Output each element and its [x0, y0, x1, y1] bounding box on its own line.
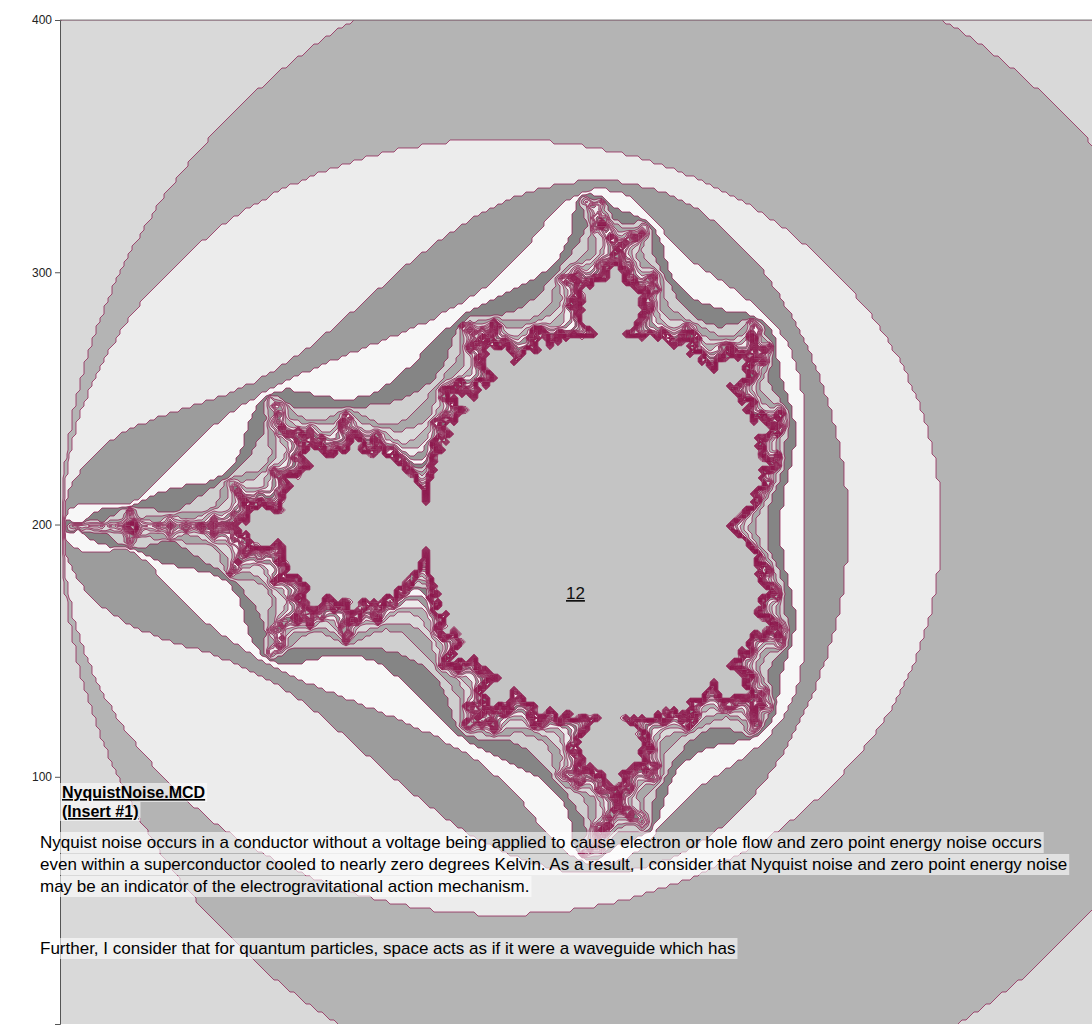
paragraph: Nyquist noise occurs in a conductor with… — [40, 833, 1042, 852]
contour-band — [127, 223, 779, 832]
contour-band — [122, 202, 785, 856]
paragraph: even within a superconductor cooled to n… — [40, 855, 1067, 874]
paragraph-block: Nyquist noise occurs in a conductor with… — [38, 832, 1069, 897]
contour-band — [129, 224, 779, 831]
contour-band — [124, 220, 784, 855]
contour-band — [88, 200, 787, 857]
plot-frame — [60, 20, 1092, 21]
contour-band — [128, 223, 780, 832]
contour-band — [123, 219, 785, 855]
contour-band — [127, 222, 783, 833]
contour-band — [123, 216, 785, 855]
contour-band — [67, 196, 790, 858]
paragraph-block: Further, I consider that for quantum par… — [38, 938, 737, 959]
contour-band — [69, 197, 789, 857]
y-tick: 200 — [32, 518, 60, 532]
y-tick-mark — [55, 272, 60, 273]
y-tick-label: 400 — [32, 13, 52, 27]
contour-band — [127, 222, 780, 832]
y-tick-mark — [55, 525, 60, 526]
contour-band — [129, 225, 779, 831]
contour-band — [128, 223, 780, 832]
contour-band — [129, 224, 779, 831]
y-tick: 400 — [32, 13, 60, 27]
heading: (Insert #1) — [62, 803, 138, 820]
contour-band — [100, 201, 786, 857]
contour-band — [128, 224, 779, 832]
contour-band — [126, 221, 783, 833]
y-tick-label: 300 — [32, 266, 52, 280]
contour-band — [117, 201, 785, 856]
contour-band — [128, 223, 780, 831]
y-tick-label: 100 — [32, 770, 52, 784]
text-patch — [60, 802, 140, 821]
paragraph: may be an indicator of the electrogravit… — [40, 877, 529, 896]
contour-band — [130, 226, 779, 831]
contour-band — [126, 221, 783, 833]
contour-band — [128, 224, 779, 831]
contour-band — [130, 226, 778, 830]
contour-band — [126, 221, 783, 833]
heading: NyquistNoise.MCD — [62, 784, 205, 801]
contour-band — [129, 225, 778, 830]
contour-band — [66, 193, 796, 860]
contour-band — [72, 199, 788, 857]
paragraph: Further, I consider that for quantum par… — [40, 939, 735, 958]
contour-band — [127, 222, 782, 832]
contour-band — [130, 226, 778, 830]
text-patch — [60, 783, 207, 802]
heading-block: NyquistNoise.MCD (Insert #1) — [60, 783, 207, 821]
contour-band — [64, 180, 848, 872]
y-tick-mark — [55, 20, 60, 21]
y-tick-label: 200 — [32, 518, 52, 532]
y-tick: 300 — [32, 266, 60, 280]
contour-band — [125, 220, 784, 851]
text-patch — [38, 876, 531, 897]
contour-band — [126, 221, 782, 832]
annotation: 12 — [566, 584, 585, 603]
contour-band — [125, 220, 783, 850]
contour-band — [124, 219, 785, 854]
contour-band — [129, 225, 778, 831]
contour-band — [128, 223, 779, 831]
contour-band — [130, 225, 779, 830]
text-patch — [38, 832, 1044, 853]
y-tick: 100 — [32, 770, 60, 784]
contour-band — [126, 220, 784, 833]
text-patch — [38, 938, 737, 959]
page: 100 200 300 400 12 NyquistNoise.MCD (Insert #1… — [0, 0, 1092, 1026]
contour-band — [129, 225, 779, 831]
y-tick-mark — [55, 777, 60, 778]
contour-band — [129, 225, 779, 831]
contour-band — [127, 222, 783, 833]
contour-band — [65, 188, 804, 864]
contour-band — [127, 222, 782, 832]
text-patch — [38, 854, 1069, 875]
contour-band — [124, 220, 784, 854]
contour-band — [128, 224, 779, 832]
contour-band — [127, 223, 780, 832]
